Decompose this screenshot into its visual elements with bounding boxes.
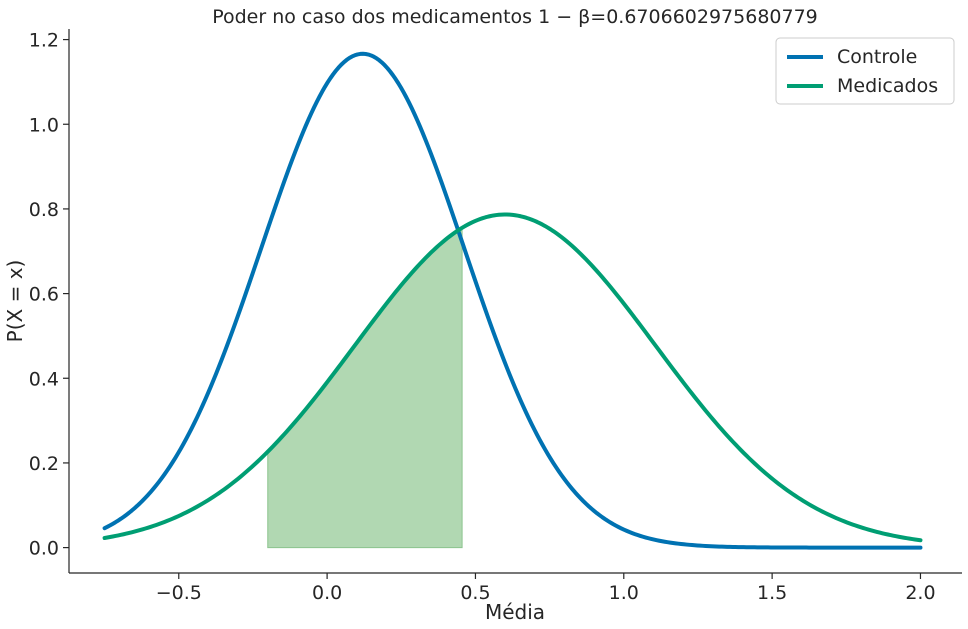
chart-title: Poder no caso dos medicamentos 1 − β=0.6… <box>212 6 818 28</box>
x-tick-label: 2.0 <box>905 582 935 604</box>
plot-area <box>102 51 923 550</box>
y-axis-label: P(X = x) <box>3 260 27 343</box>
legend-label-controle: Controle <box>837 46 917 68</box>
y-tick-label: 0.6 <box>29 284 59 306</box>
y-tick-label: 1.2 <box>29 30 59 52</box>
legend-label-medicados: Medicados <box>837 75 938 97</box>
series-line-controle <box>102 51 923 550</box>
y-axis-ticks: 0.0 0.2 0.4 0.6 0.8 1.0 1.2 <box>29 30 69 560</box>
x-tick-label: 0.0 <box>312 582 342 604</box>
y-tick-label: 0.4 <box>29 368 59 390</box>
x-tick-label: −0.5 <box>156 582 202 604</box>
x-tick-label: 1.5 <box>757 582 787 604</box>
x-tick-label: 1.0 <box>609 582 639 604</box>
y-tick-label: 0.0 <box>29 538 59 560</box>
y-tick-label: 0.8 <box>29 199 59 221</box>
x-axis-label: Média <box>485 600 545 624</box>
power-shaded-region <box>267 226 463 549</box>
y-tick-label: 0.2 <box>29 453 59 475</box>
legend: Controle Medicados <box>775 37 955 105</box>
series-line-medicados <box>102 212 923 543</box>
y-tick-label: 1.0 <box>29 114 59 136</box>
x-tick-label: 0.5 <box>460 582 490 604</box>
x-axis-ticks: −0.5 0.0 0.5 1.0 1.5 2.0 <box>156 573 936 604</box>
